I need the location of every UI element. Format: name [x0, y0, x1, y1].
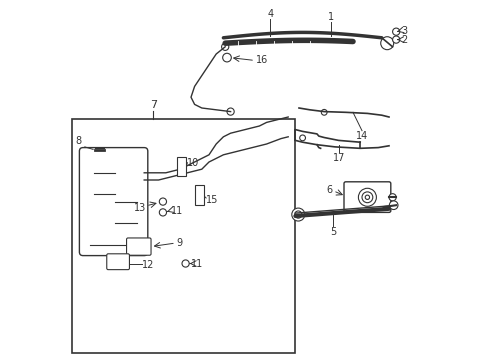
- Bar: [195, 185, 204, 205]
- Circle shape: [182, 260, 189, 267]
- Circle shape: [94, 153, 104, 163]
- Text: 17: 17: [333, 153, 345, 163]
- Bar: [176, 157, 186, 176]
- Text: 16: 16: [256, 55, 268, 66]
- FancyBboxPatch shape: [79, 148, 148, 256]
- Circle shape: [159, 209, 167, 216]
- FancyBboxPatch shape: [126, 238, 151, 255]
- Text: 13: 13: [134, 203, 146, 213]
- Circle shape: [292, 208, 305, 221]
- Text: 11: 11: [171, 206, 183, 216]
- Circle shape: [362, 192, 373, 203]
- Text: 3: 3: [402, 26, 408, 36]
- Circle shape: [117, 197, 125, 206]
- Text: 8: 8: [75, 136, 82, 146]
- Text: 11: 11: [191, 258, 203, 269]
- Text: 15: 15: [206, 195, 219, 205]
- Circle shape: [91, 150, 107, 166]
- Circle shape: [227, 108, 234, 115]
- Circle shape: [294, 211, 302, 218]
- Circle shape: [221, 43, 229, 50]
- Text: 5: 5: [330, 227, 336, 237]
- Text: 9: 9: [176, 238, 183, 248]
- Circle shape: [390, 201, 398, 210]
- Text: 2: 2: [402, 35, 408, 45]
- Circle shape: [222, 53, 231, 62]
- Bar: [72, 119, 295, 353]
- Circle shape: [159, 198, 167, 205]
- FancyBboxPatch shape: [107, 254, 129, 270]
- Text: 7: 7: [149, 100, 157, 110]
- Circle shape: [392, 36, 400, 43]
- Circle shape: [300, 135, 305, 141]
- Circle shape: [358, 188, 376, 206]
- Text: 4: 4: [267, 9, 273, 19]
- Circle shape: [381, 37, 393, 50]
- Circle shape: [117, 219, 125, 228]
- Text: 6: 6: [326, 185, 333, 195]
- Circle shape: [365, 195, 369, 199]
- Text: 14: 14: [356, 131, 368, 141]
- Text: 12: 12: [143, 260, 155, 270]
- Circle shape: [389, 194, 396, 201]
- Circle shape: [392, 28, 400, 35]
- Circle shape: [321, 109, 327, 115]
- FancyBboxPatch shape: [344, 182, 391, 212]
- Text: 10: 10: [187, 158, 199, 168]
- Text: 1: 1: [328, 12, 335, 22]
